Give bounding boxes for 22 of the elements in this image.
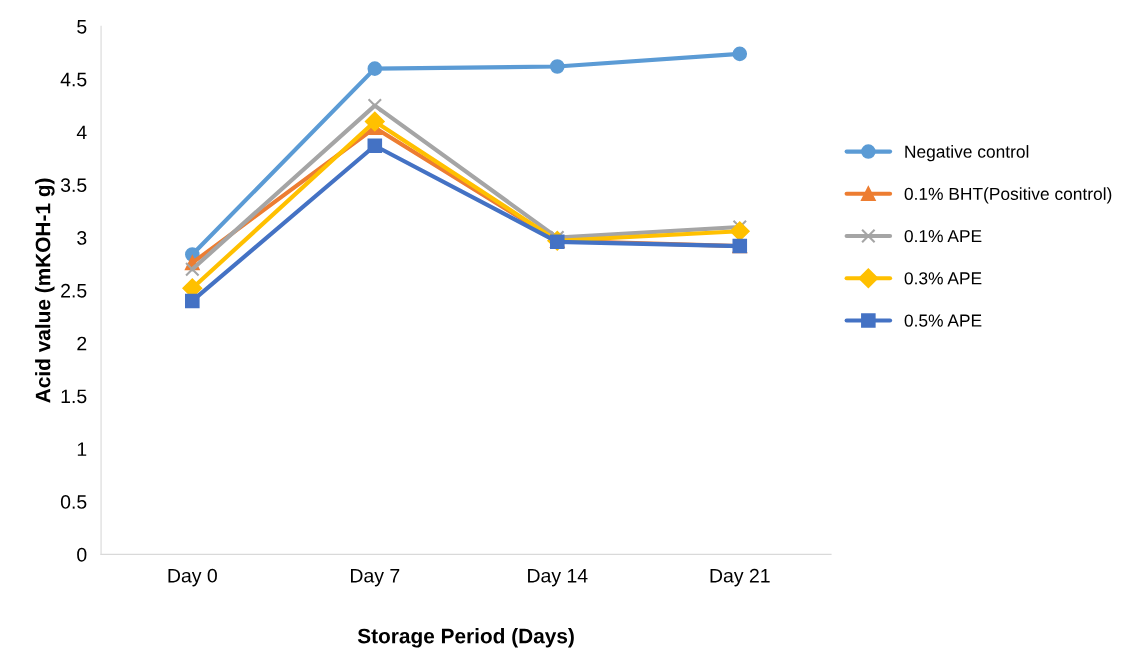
legend-label: Negative control xyxy=(905,145,1029,162)
legend-label: 0.3% APE xyxy=(904,272,982,285)
y-tick-label: 4.5 xyxy=(60,72,87,87)
y-tick-label: 1.5 xyxy=(61,389,87,404)
y-tick-label: 2 xyxy=(77,336,87,351)
legend-label: 0.1% APE xyxy=(904,229,982,243)
y-tick-label: 3 xyxy=(77,231,87,245)
y-tick-label: 0.5 xyxy=(60,495,87,509)
y-tick-label: 4 xyxy=(76,125,87,140)
x-tick-label: Day 7 xyxy=(351,569,400,587)
legend-label: 0.1% BHT(Positive control) xyxy=(904,187,1112,204)
y-tick-label: 0 xyxy=(77,547,87,562)
x-tick-label: Day 21 xyxy=(710,568,770,587)
y-tick-label: 1 xyxy=(77,442,87,456)
y-tick-label: 3.5 xyxy=(60,178,87,193)
legend-label: 0.5% APE xyxy=(904,314,982,327)
x-axis-title: Storage Period (Days) xyxy=(357,628,574,648)
x-tick-label: Day 0 xyxy=(168,568,217,587)
y-axis-title: Acid value (mKOH-1 g) xyxy=(35,178,55,403)
y-tick-label: 2.5 xyxy=(61,283,87,298)
y-tick-label: 5 xyxy=(77,20,87,34)
x-tick-label: Day 14 xyxy=(528,569,588,587)
